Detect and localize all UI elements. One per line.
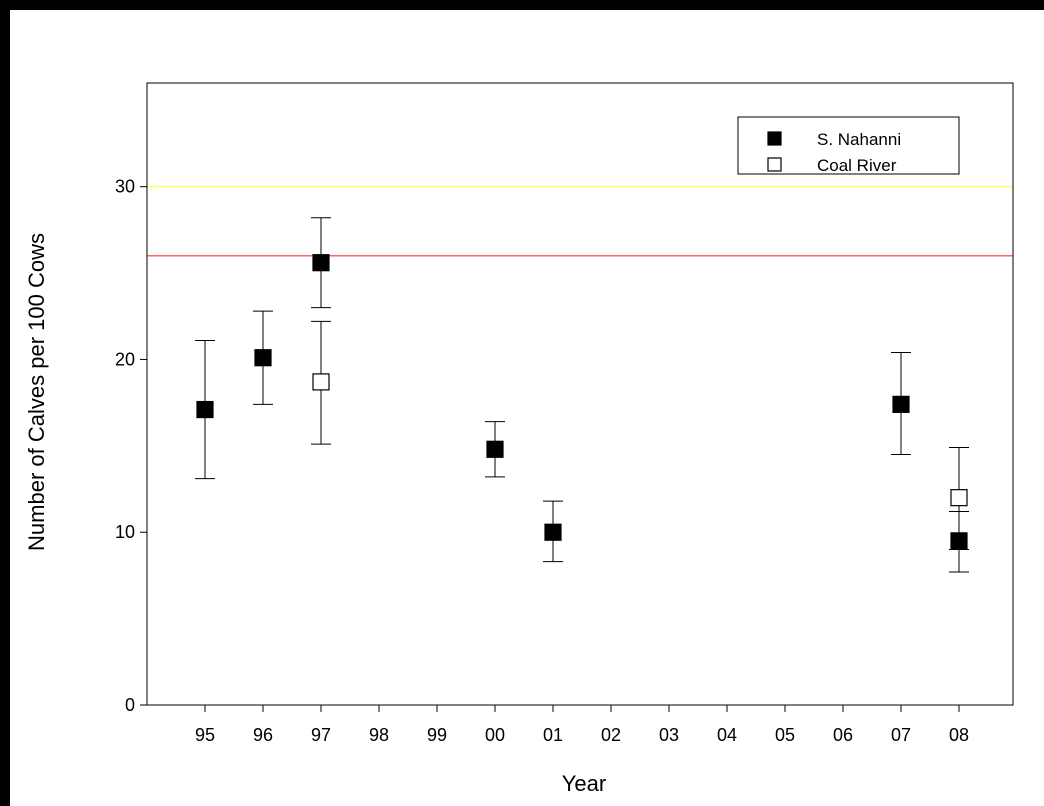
y-tick-label-0: 0 [125,695,135,715]
point-coal-river-97 [311,320,331,445]
marker-s-nahanni-96 [254,349,272,367]
x-tick-label-07: 07 [891,725,911,745]
x-tick-label-97: 97 [311,725,331,745]
x-tick-label-02: 02 [601,725,621,745]
marker-s-nahanni-07 [892,395,910,413]
point-s-nahanni-01 [543,500,563,563]
point-s-nahanni-95 [195,339,215,480]
legend-label-s-nahanni: S. Nahanni [817,130,901,149]
legend-label-coal-river: Coal River [817,156,897,175]
top-border-bar [0,0,1044,10]
y-axis: 0 10 20 30 [115,177,147,715]
y-tick-label-10: 10 [115,522,135,542]
x-tick-label-04: 04 [717,725,737,745]
x-tick-label-08: 08 [949,725,969,745]
x-tick-label-05: 05 [775,725,795,745]
marker-coal-river-97 [312,373,330,391]
point-s-nahanni-00 [485,421,505,478]
y-tick-label-20: 20 [115,349,135,369]
y-axis-title: Number of Calves per 100 Cows [24,233,49,551]
marker-coal-river-08 [950,489,968,507]
x-axis-title: Year [562,771,606,796]
x-axis: 95 96 97 98 99 00 01 02 03 04 05 06 07 08 [195,705,969,745]
marker-s-nahanni-01 [544,523,562,541]
point-s-nahanni-07 [891,352,911,455]
point-s-nahanni-96 [253,310,273,405]
x-tick-label-99: 99 [427,725,447,745]
x-tick-label-95: 95 [195,725,215,745]
legend: S. Nahanni Coal River [737,116,960,175]
point-coal-river-08 [949,447,969,550]
x-tick-label-98: 98 [369,725,389,745]
marker-s-nahanni-00 [486,440,504,458]
left-border-bar [0,0,10,806]
y-tick-label-30: 30 [115,177,135,197]
marker-s-nahanni-97 [312,254,330,272]
plot-frame [146,82,1014,706]
legend-marker-coal-river [767,157,782,172]
point-s-nahanni-97 [311,217,331,309]
marker-s-nahanni-95 [196,400,214,419]
x-tick-label-06: 06 [833,725,853,745]
reference-lines [147,185,1013,257]
x-tick-label-03: 03 [659,725,679,745]
data-markers [195,217,969,573]
x-tick-label-00: 00 [485,725,505,745]
x-tick-label-96: 96 [253,725,273,745]
legend-marker-s-nahanni [767,131,782,146]
x-tick-label-01: 01 [543,725,563,745]
